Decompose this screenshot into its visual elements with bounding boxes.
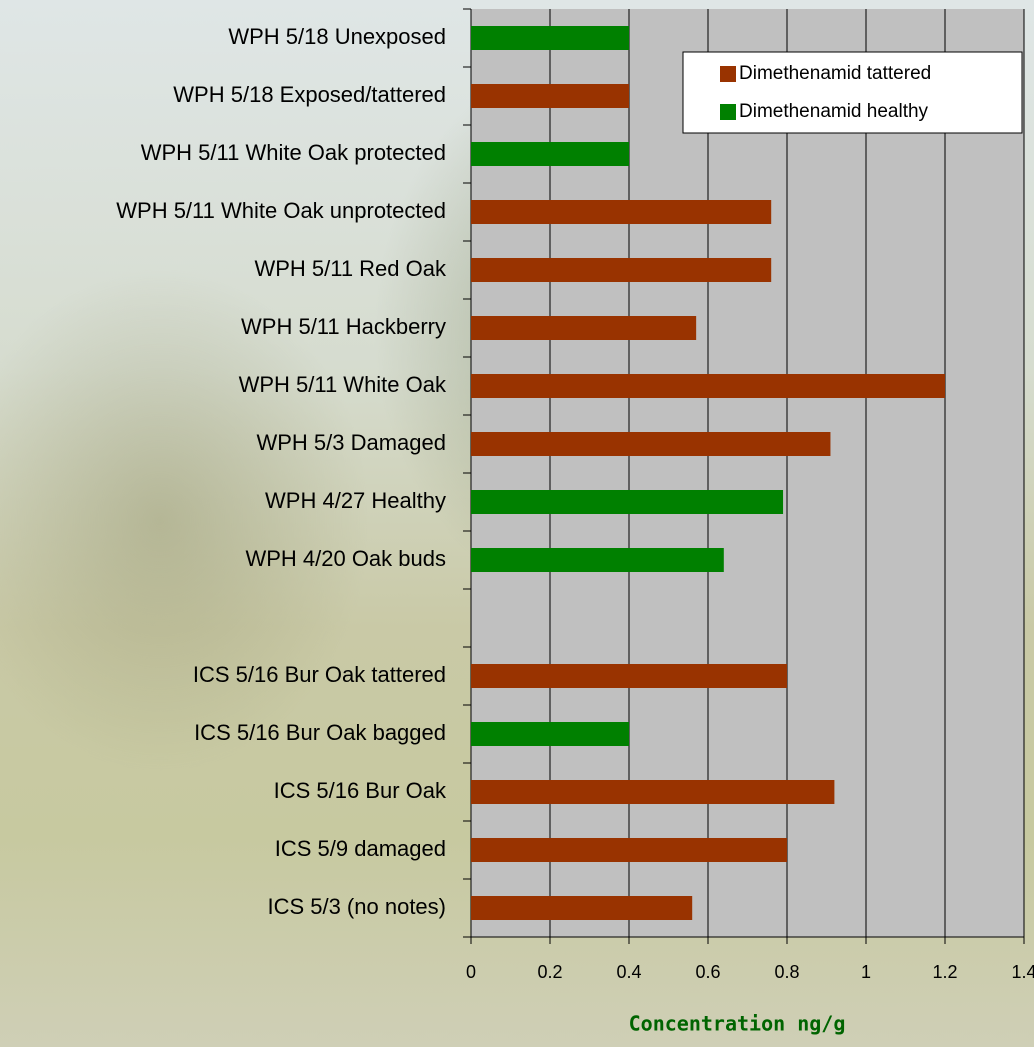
legend-label: Dimethenamid healthy	[739, 101, 929, 122]
y-tick-label: WPH 5/3 Damaged	[256, 430, 446, 455]
y-tick-label: WPH 5/11 Hackberry	[241, 314, 446, 339]
y-tick-label: WPH 4/27 Healthy	[265, 488, 446, 513]
y-tick-label: ICS 5/16 Bur Oak tattered	[193, 662, 446, 687]
bar	[471, 838, 787, 862]
y-tick-label: ICS 5/16 Bur Oak	[274, 778, 447, 803]
x-tick-label: 1.4	[1011, 962, 1034, 982]
bar	[471, 490, 784, 514]
bar	[471, 258, 772, 282]
y-tick-label: WPH 5/18 Exposed/tattered	[173, 82, 446, 107]
y-tick-label: WPH 5/11 Red Oak	[254, 256, 447, 281]
bar	[471, 84, 629, 108]
x-tick-label: 0.8	[774, 962, 799, 982]
x-tick-label: 0.6	[695, 962, 720, 982]
y-tick-label: ICS 5/9 damaged	[275, 836, 446, 861]
legend-swatch	[720, 104, 736, 120]
bar	[471, 26, 629, 50]
legend-label: Dimethenamid tattered	[739, 63, 931, 84]
legend-swatch	[720, 66, 736, 82]
y-tick-label: ICS 5/3 (no notes)	[267, 894, 446, 919]
x-tick-label: 1.2	[932, 962, 957, 982]
bar	[471, 548, 724, 572]
y-tick-label: WPH 5/11 White Oak	[239, 372, 447, 397]
bar	[471, 780, 835, 804]
y-tick-label: WPH 5/11 White Oak protected	[141, 140, 446, 165]
y-tick-label: WPH 4/20 Oak buds	[245, 546, 446, 571]
bar	[471, 664, 787, 688]
bar	[471, 432, 831, 456]
bar	[471, 374, 945, 398]
bar	[471, 316, 697, 340]
y-tick-label: WPH 5/18 Unexposed	[228, 24, 446, 49]
bar	[471, 142, 629, 166]
y-tick-label: WPH 5/11 White Oak unprotected	[116, 198, 446, 223]
bar	[471, 896, 693, 920]
x-tick-label: 0.2	[537, 962, 562, 982]
x-tick-label: 0.4	[616, 962, 641, 982]
bar	[471, 722, 629, 746]
legend-box	[682, 51, 1023, 134]
x-tick-label: 1	[861, 962, 871, 982]
y-tick-label: ICS 5/16 Bur Oak bagged	[194, 720, 446, 745]
bar	[471, 200, 772, 224]
x-tick-label: 0	[466, 962, 476, 982]
x-axis-title: Concentration ng/g	[629, 1012, 846, 1036]
